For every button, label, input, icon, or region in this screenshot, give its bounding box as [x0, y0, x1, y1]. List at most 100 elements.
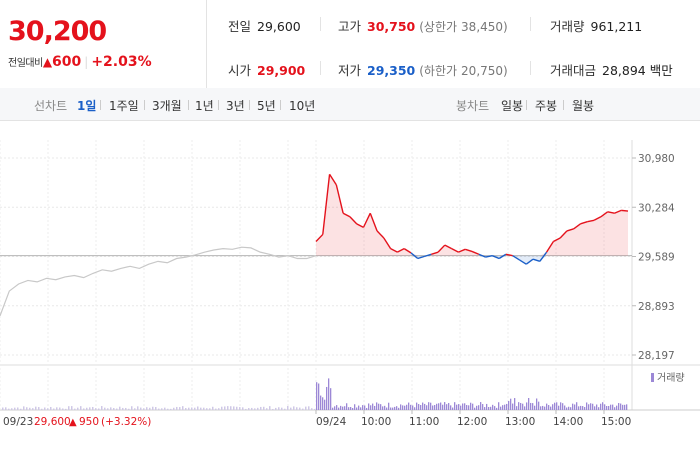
tab-1w[interactable]: 1주일 — [109, 99, 139, 113]
volume-bar — [336, 405, 338, 410]
volume-bar — [251, 407, 253, 410]
volume-bar — [536, 398, 538, 410]
today-line-segment — [424, 253, 432, 258]
volume-bar — [254, 408, 256, 410]
tab-monthly-candle[interactable]: 월봉 — [572, 99, 595, 113]
volume-bar — [290, 407, 292, 410]
volume-bar — [35, 406, 37, 410]
volume-bar — [454, 402, 456, 410]
volume-bar — [215, 408, 217, 410]
volume-bar — [492, 404, 494, 410]
volume-bar — [167, 408, 169, 410]
tab-3m[interactable]: 3개월 — [152, 99, 182, 113]
x-axis: 09/24 10:00 11:00 12:00 13:00 14:00 15:00 — [315, 410, 631, 428]
volume-bar — [566, 407, 568, 410]
today-line-segment — [553, 237, 561, 243]
volume-bar — [500, 406, 502, 410]
volume-bar — [518, 402, 520, 410]
volume-bar — [452, 407, 454, 410]
volume-bar — [446, 404, 448, 410]
tab-3y[interactable]: 3년 — [226, 99, 245, 113]
grid-lines — [0, 140, 700, 411]
today-line-segment — [383, 237, 392, 249]
price-summary: 30,200 전일대비▲600 | +2.03% — [0, 0, 207, 88]
volume-bar — [442, 404, 444, 410]
volume-bar — [588, 404, 590, 410]
volume-bar — [378, 403, 380, 410]
tab-1y[interactable]: 1년 — [195, 99, 214, 113]
divider — [526, 100, 527, 110]
x-tick-label: 15:00 — [601, 416, 631, 428]
volume-bar — [602, 402, 604, 410]
volume-bar — [17, 407, 19, 410]
volume-bar — [466, 404, 468, 410]
chart-toolbar: 선차트 1일 1주일 3개월 1년 3년 5년 10년 봉차트 일봉 주봉 월봉 — [0, 88, 700, 121]
volume-bar — [122, 407, 124, 410]
volume-bar — [197, 406, 199, 410]
volume-bar — [450, 405, 452, 410]
volume-bar — [530, 402, 532, 410]
volume-bar — [578, 406, 580, 410]
volume-bar — [470, 402, 472, 410]
volume-bar — [512, 403, 514, 410]
tab-10y[interactable]: 10년 — [289, 99, 316, 113]
today-line-segment — [525, 258, 534, 265]
volume-bar — [596, 404, 598, 410]
candle-chart-label: 봉차트 — [456, 99, 490, 113]
volume-bar — [328, 378, 330, 410]
volume-bar — [440, 402, 442, 410]
volume-bar — [68, 406, 70, 410]
today-line-segment — [335, 184, 344, 214]
volume-bar — [340, 405, 342, 410]
up-area-fill — [316, 174, 628, 256]
volume-bar — [272, 408, 274, 410]
tab-1d[interactable]: 1일 — [77, 99, 97, 113]
divider — [280, 100, 281, 110]
volume-bar — [606, 405, 608, 410]
volume-bar — [586, 402, 588, 410]
volume-bar — [404, 405, 406, 410]
today-line-segment — [614, 209, 622, 214]
volume-bar — [2, 407, 4, 410]
volume-bar — [364, 405, 366, 410]
volume-bar — [107, 408, 109, 410]
tab-daily-candle[interactable]: 일봉 — [501, 99, 524, 113]
volume-bar — [358, 405, 360, 410]
volume-bar — [574, 404, 576, 410]
volume-bar — [592, 403, 594, 410]
volume-bar — [608, 405, 610, 410]
volume-bar — [620, 403, 622, 410]
today-line-segment — [431, 251, 439, 255]
y-tick-label: 29,589 — [638, 252, 675, 264]
today-line-segment — [376, 230, 385, 239]
volume-bar — [287, 406, 289, 410]
volume-bar — [548, 405, 550, 410]
volume-bar — [510, 398, 512, 410]
volume-bar — [346, 403, 348, 410]
stat-open: 시가 29,900 — [228, 63, 306, 78]
volume-bar — [528, 397, 530, 410]
volume-bar — [426, 405, 428, 410]
tab-weekly-candle[interactable]: 주봉 — [535, 99, 558, 113]
volume-bar — [344, 406, 346, 410]
volume-bar — [14, 407, 16, 410]
volume-bar — [478, 405, 480, 410]
volume-bar — [299, 407, 301, 410]
prev-day-line — [0, 246, 317, 317]
volume-bar — [206, 408, 208, 410]
volume-bar — [532, 403, 534, 410]
volume-bar — [614, 407, 616, 410]
volume-bar — [269, 406, 271, 410]
volume-bar — [350, 407, 352, 410]
x-tick-label: 11:00 — [409, 416, 439, 428]
change-amount: 600 — [52, 54, 82, 70]
volume-bar — [538, 401, 540, 410]
volume-bar — [552, 404, 554, 410]
volume-bar — [458, 404, 460, 410]
volume-bar — [484, 407, 486, 410]
volume-bar — [482, 404, 484, 410]
tab-5y[interactable]: 5년 — [257, 99, 276, 113]
volume-legend-swatch — [651, 373, 654, 382]
volume-bar — [476, 405, 478, 410]
prev-day-series — [0, 246, 317, 317]
